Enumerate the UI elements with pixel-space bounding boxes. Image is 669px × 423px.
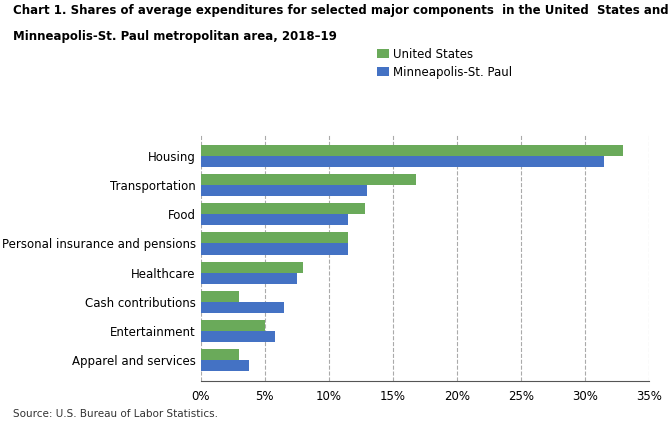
Bar <box>201 331 275 342</box>
Bar <box>201 291 239 302</box>
Bar <box>201 232 348 243</box>
Bar <box>201 360 250 371</box>
Bar <box>201 214 348 225</box>
Bar <box>201 302 284 313</box>
Bar <box>201 320 265 331</box>
Bar <box>201 349 239 360</box>
Bar <box>201 156 604 167</box>
Text: Minneapolis-St. Paul metropolitan area, 2018–19: Minneapolis-St. Paul metropolitan area, … <box>13 30 337 43</box>
Legend: United States, Minneapolis-St. Paul: United States, Minneapolis-St. Paul <box>377 48 512 79</box>
Bar <box>201 261 303 273</box>
Text: Source: U.S. Bureau of Labor Statistics.: Source: U.S. Bureau of Labor Statistics. <box>13 409 218 419</box>
Bar <box>201 145 624 156</box>
Bar <box>201 174 416 185</box>
Bar <box>201 273 297 284</box>
Bar <box>201 243 348 255</box>
Bar <box>201 203 365 214</box>
Text: Chart 1. Shares of average expenditures for selected major components  in the Un: Chart 1. Shares of average expenditures … <box>13 4 669 17</box>
Bar <box>201 185 367 196</box>
